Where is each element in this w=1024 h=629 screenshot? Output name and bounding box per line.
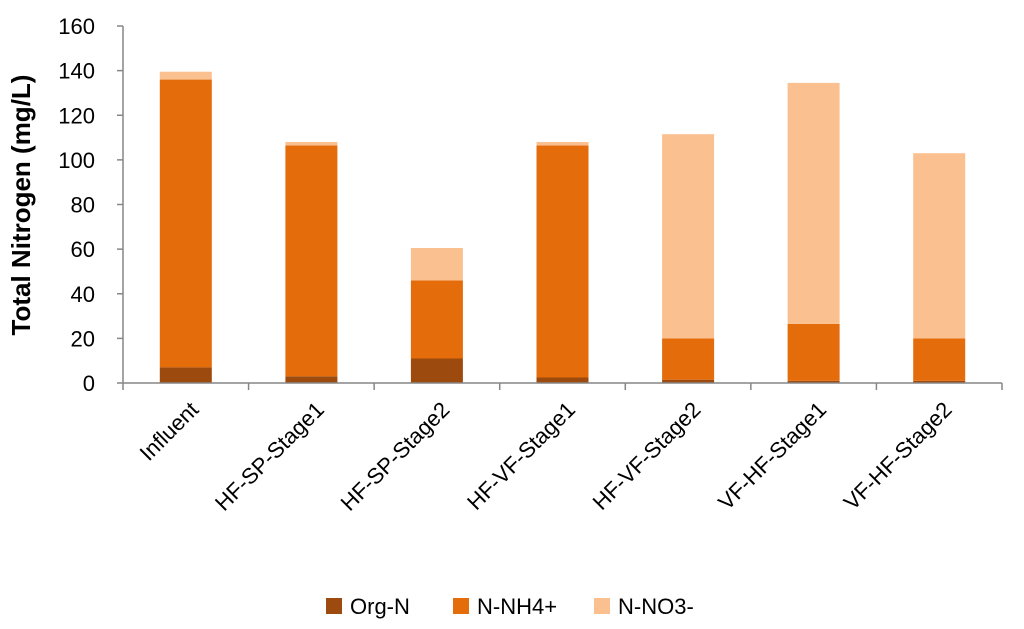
y-axis-title: Total Nitrogen (mg/L) [6, 75, 36, 336]
x-category-label: HF-VF-Stage2 [588, 397, 706, 515]
x-category-label: VF-HF-Stage1 [713, 397, 831, 515]
legend-label: N-NO3- [618, 594, 694, 619]
bar-n-no3--vf-hf-stage2 [913, 153, 966, 339]
bar-n-no3--hf-vf-stage1 [536, 142, 589, 146]
bar-n-nh4--hf-sp-stage1 [285, 145, 338, 377]
x-category-label: Influent [135, 397, 204, 466]
bar-n-no3--influent [159, 71, 212, 80]
bar-org-n-hf-vf-stage2 [662, 379, 715, 383]
legend-swatch [326, 598, 342, 614]
y-tick-label: 120 [58, 103, 95, 128]
x-category-label: HF-SP-Stage2 [336, 397, 455, 516]
bar-n-nh4--hf-sp-stage2 [410, 280, 463, 359]
bar-n-nh4--hf-vf-stage2 [662, 338, 715, 380]
bar-n-no3--vf-hf-stage1 [787, 82, 840, 324]
y-tick-label: 140 [58, 59, 95, 84]
legend-swatch [453, 598, 469, 614]
legend: Org-N N-NH4+ N-NO3- [326, 594, 694, 619]
bars-group [159, 71, 966, 383]
y-tick-label: 60 [71, 237, 95, 262]
x-category-label: HF-VF-Stage1 [462, 397, 580, 515]
bar-n-nh4--vf-hf-stage2 [913, 338, 966, 381]
legend-swatch [594, 598, 610, 614]
bar-n-no3--hf-vf-stage2 [662, 134, 715, 339]
y-tick-label: 40 [71, 282, 95, 307]
bar-n-no3--hf-sp-stage1 [285, 142, 338, 146]
x-category-label: HF-SP-Stage1 [210, 397, 329, 516]
y-tick-label: 20 [71, 326, 95, 351]
x-category-label: VF-HF-Stage2 [839, 397, 957, 515]
bar-n-no3--hf-sp-stage2 [410, 248, 463, 281]
y-tick-label: 0 [83, 371, 95, 396]
bar-org-n-influent [159, 367, 212, 383]
bar-n-nh4--influent [159, 79, 212, 368]
bar-org-n-hf-vf-stage1 [536, 377, 589, 383]
x-axis: Influent HF-SP-Stage1 HF-SP-Stage2 HF-VF-St… [122, 382, 1003, 516]
y-tick-label: 100 [58, 148, 95, 173]
legend-label: Org-N [350, 594, 410, 619]
bar-org-n-vf-hf-stage2 [913, 380, 966, 383]
bar-n-nh4--vf-hf-stage1 [787, 323, 840, 381]
bar-org-n-hf-sp-stage1 [285, 376, 338, 383]
y-tick-label: 80 [71, 193, 95, 218]
bar-org-n-vf-hf-stage1 [787, 380, 840, 383]
y-axis: 0 20 40 60 80 100 120 140 160 [58, 14, 124, 396]
bar-org-n-hf-sp-stage2 [410, 358, 463, 383]
legend-label: N-NH4+ [477, 594, 557, 619]
bar-n-nh4--hf-vf-stage1 [536, 145, 589, 378]
y-tick-label: 160 [58, 14, 95, 39]
